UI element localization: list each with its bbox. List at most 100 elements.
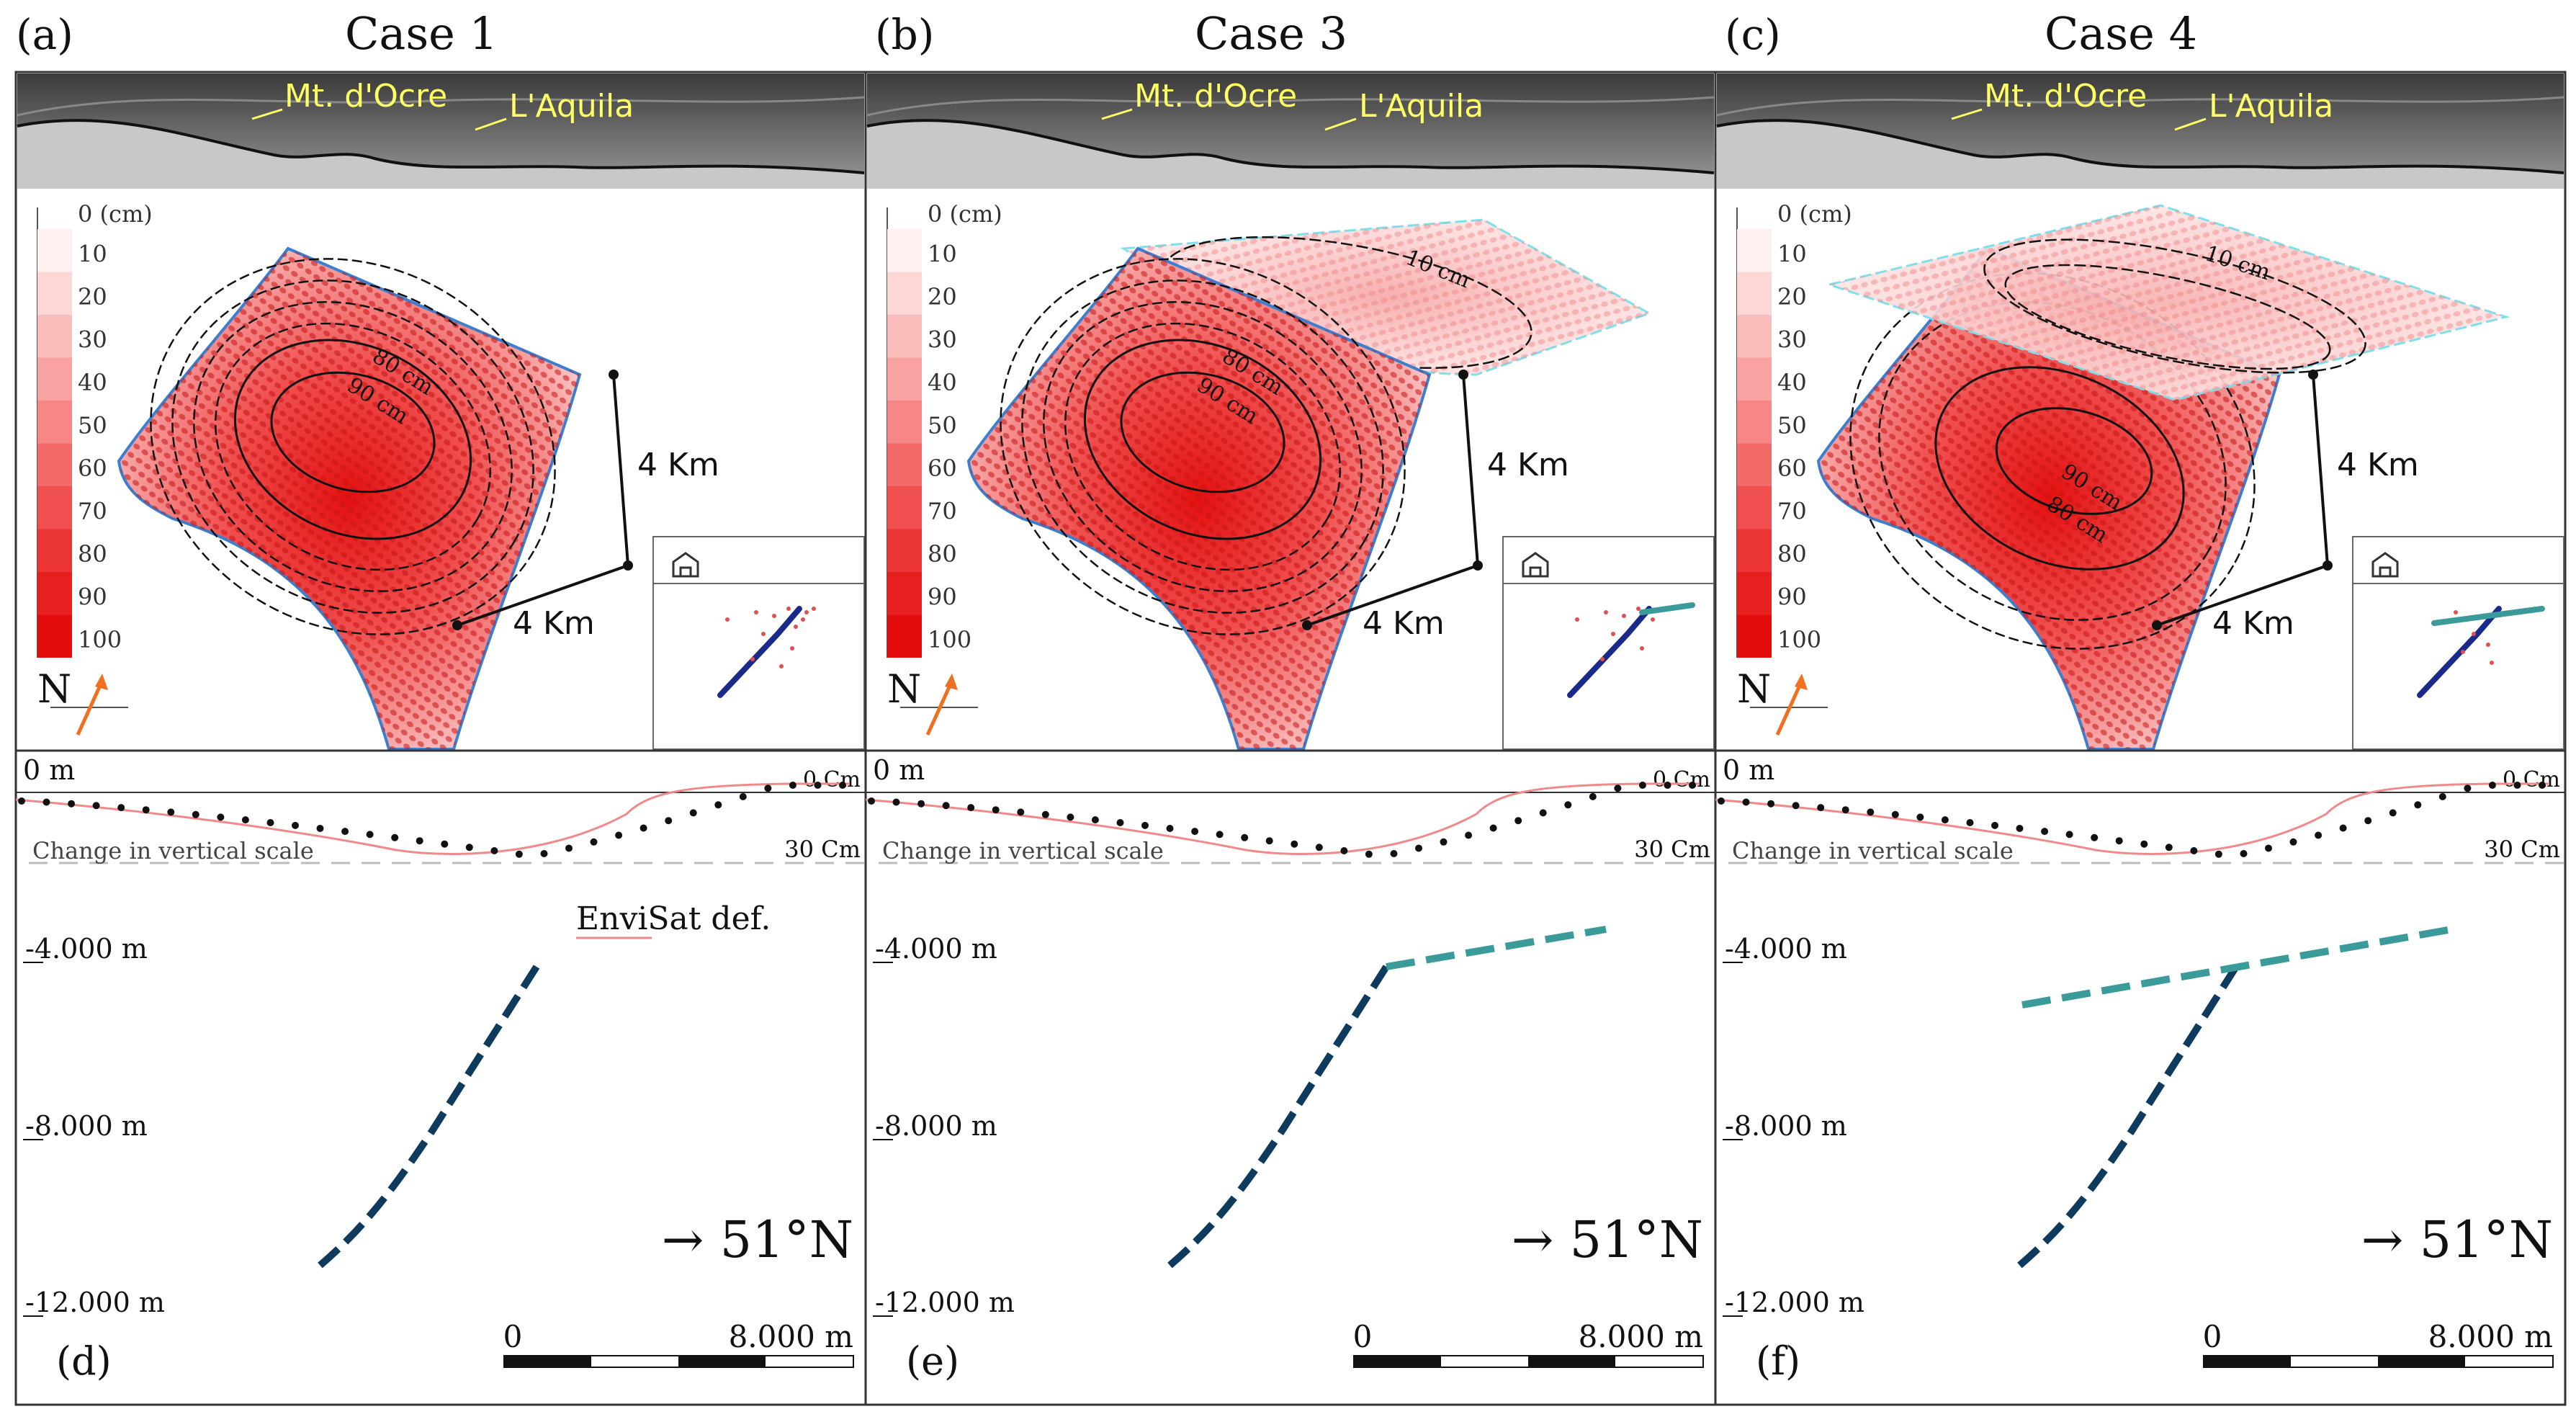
colorbar-cell [887, 614, 922, 658]
colorbar-cell [887, 229, 922, 272]
deformation-profile: 0 m 0 Cm Change in vertical scale 30 Cm [15, 754, 866, 864]
scale-vertical: 4 Km [2337, 447, 2419, 483]
colorbar-cell [1737, 401, 1772, 444]
colorbar-unit: 0 (cm) [1777, 200, 1852, 228]
scale-bar: 0 8.000 m [2203, 1319, 2554, 1368]
north-label: N [887, 666, 921, 712]
north-arrow: N [37, 666, 128, 736]
colorbar-cell [1737, 529, 1772, 572]
profile-dot [689, 809, 697, 817]
colorbar-cell [887, 315, 922, 358]
colorbar-tick-label: 10 [928, 241, 957, 268]
profile-dot [465, 844, 473, 851]
profile-dot [814, 782, 822, 789]
profile-dot [341, 828, 349, 836]
deformation-profile: 0 m 0 Cm Change in vertical scale 30 Cm [865, 754, 1715, 864]
profile-dot [2364, 817, 2372, 825]
colorbar-tick-label: 60 [1777, 455, 1807, 482]
profile-dot [892, 798, 900, 806]
profile-dot [117, 804, 125, 812]
colorbar-tick-label: 90 [928, 583, 957, 611]
panel-letter-top: (a) [16, 10, 73, 59]
colorbar-cell [887, 272, 922, 315]
depth-label: -4.000 m [1725, 933, 1847, 965]
panel-letter-top: (b) [875, 10, 934, 59]
lower-fault-trace [313, 965, 540, 1272]
scale-vertical: 4 Km [637, 447, 719, 483]
colorbar-tick-label: 80 [78, 540, 107, 568]
profile-dot [1041, 810, 1049, 818]
colorbar-cell [37, 529, 72, 572]
panel-letter-bottom: (d) [56, 1338, 112, 1384]
profile-dot [868, 797, 875, 805]
direction-label: → 51°N [2361, 1210, 2553, 1269]
profile-dot [714, 801, 722, 809]
profile-dot [2539, 782, 2546, 789]
profile-dot [2140, 840, 2148, 848]
colorbar-tick-label: 80 [1777, 540, 1807, 568]
profile-dot [1564, 801, 1572, 809]
colorbar-unit: 0 (cm) [928, 200, 1002, 228]
profile-dot [789, 782, 796, 789]
colorbar-tick-label: 30 [928, 326, 957, 354]
profile-dot [1141, 821, 1149, 829]
profile-dot [942, 802, 950, 810]
profile-scale-right: 30 Cm [784, 836, 861, 863]
colorbar-tick-label: 60 [78, 455, 107, 482]
panel-case3: (b) Case 3 Mt. d'Ocre L'Aquila 0 (cm) 10… [864, 7, 1717, 1406]
profile-dot [2438, 792, 2446, 800]
panel-title: Case 4 [2045, 7, 2197, 60]
cross-section: -4.000 m -8.000 m -12.000 m → 51°N 0 8.0… [1723, 926, 2554, 1384]
profile-dot [1891, 810, 1899, 818]
place-pointer [251, 108, 283, 120]
colorbar-tick-label: 50 [78, 412, 107, 439]
depth-label: -4.000 m [875, 933, 997, 965]
colorbar-tick-label: 70 [1777, 498, 1807, 525]
profile-dot [1589, 792, 1597, 800]
profile-scale-change: Change in vertical scale [1732, 837, 2014, 864]
profile-dot [217, 813, 225, 821]
colorbar-tick-label: 90 [1777, 583, 1807, 611]
colorbar-tick-label: 40 [928, 369, 957, 396]
panel-frame [1714, 71, 2567, 1406]
colorbar-cell [37, 443, 72, 486]
colorbar-tick-label: 100 [78, 626, 122, 653]
profile-dot [142, 806, 150, 814]
terrain-view [866, 73, 1715, 189]
place-pointer [1101, 108, 1133, 120]
panel-title: Case 3 [1195, 7, 1347, 60]
profile-top-right: 0 Cm [2503, 767, 2560, 792]
scale-vertical: 4 Km [1487, 447, 1569, 483]
profile-dot [917, 800, 925, 808]
profile-dot [241, 816, 249, 824]
inset-map [2352, 536, 2564, 750]
colorbar-tick-label: 40 [1777, 369, 1807, 396]
panel-letter-top: (c) [1725, 10, 1781, 59]
colorbar-cell [1737, 357, 1772, 401]
profile-dot [590, 838, 598, 846]
colorbar-tick-label: 60 [928, 455, 957, 482]
profile-dot [441, 840, 449, 848]
profile-scale-change: Change in vertical scale [32, 837, 314, 864]
profile-dot [1017, 808, 1025, 816]
envisat-legend: EnviSat def. [576, 900, 771, 939]
profile-dot [2315, 831, 2323, 839]
profile-dot [1689, 782, 1696, 789]
colorbar-tick-label: 30 [78, 326, 107, 354]
colorbar-cell [37, 315, 72, 358]
depth-label: -8.000 m [25, 1110, 148, 1142]
profile-dot [565, 844, 573, 852]
colorbar-cell [37, 401, 72, 444]
profile-dot [1792, 802, 1800, 810]
profile-dot [292, 821, 299, 829]
profile-dot [1841, 806, 1849, 814]
profile-dot [68, 800, 76, 808]
profile-dot [1116, 819, 1124, 826]
profile-dot [2165, 844, 2173, 851]
profile-dot [2240, 850, 2248, 857]
colorbar-tick-label: 10 [1777, 241, 1807, 268]
north-label: N [1737, 666, 1771, 712]
profile-dot [1514, 817, 1522, 825]
profile-dot [1340, 847, 1348, 854]
place-pointer [1951, 108, 1983, 120]
